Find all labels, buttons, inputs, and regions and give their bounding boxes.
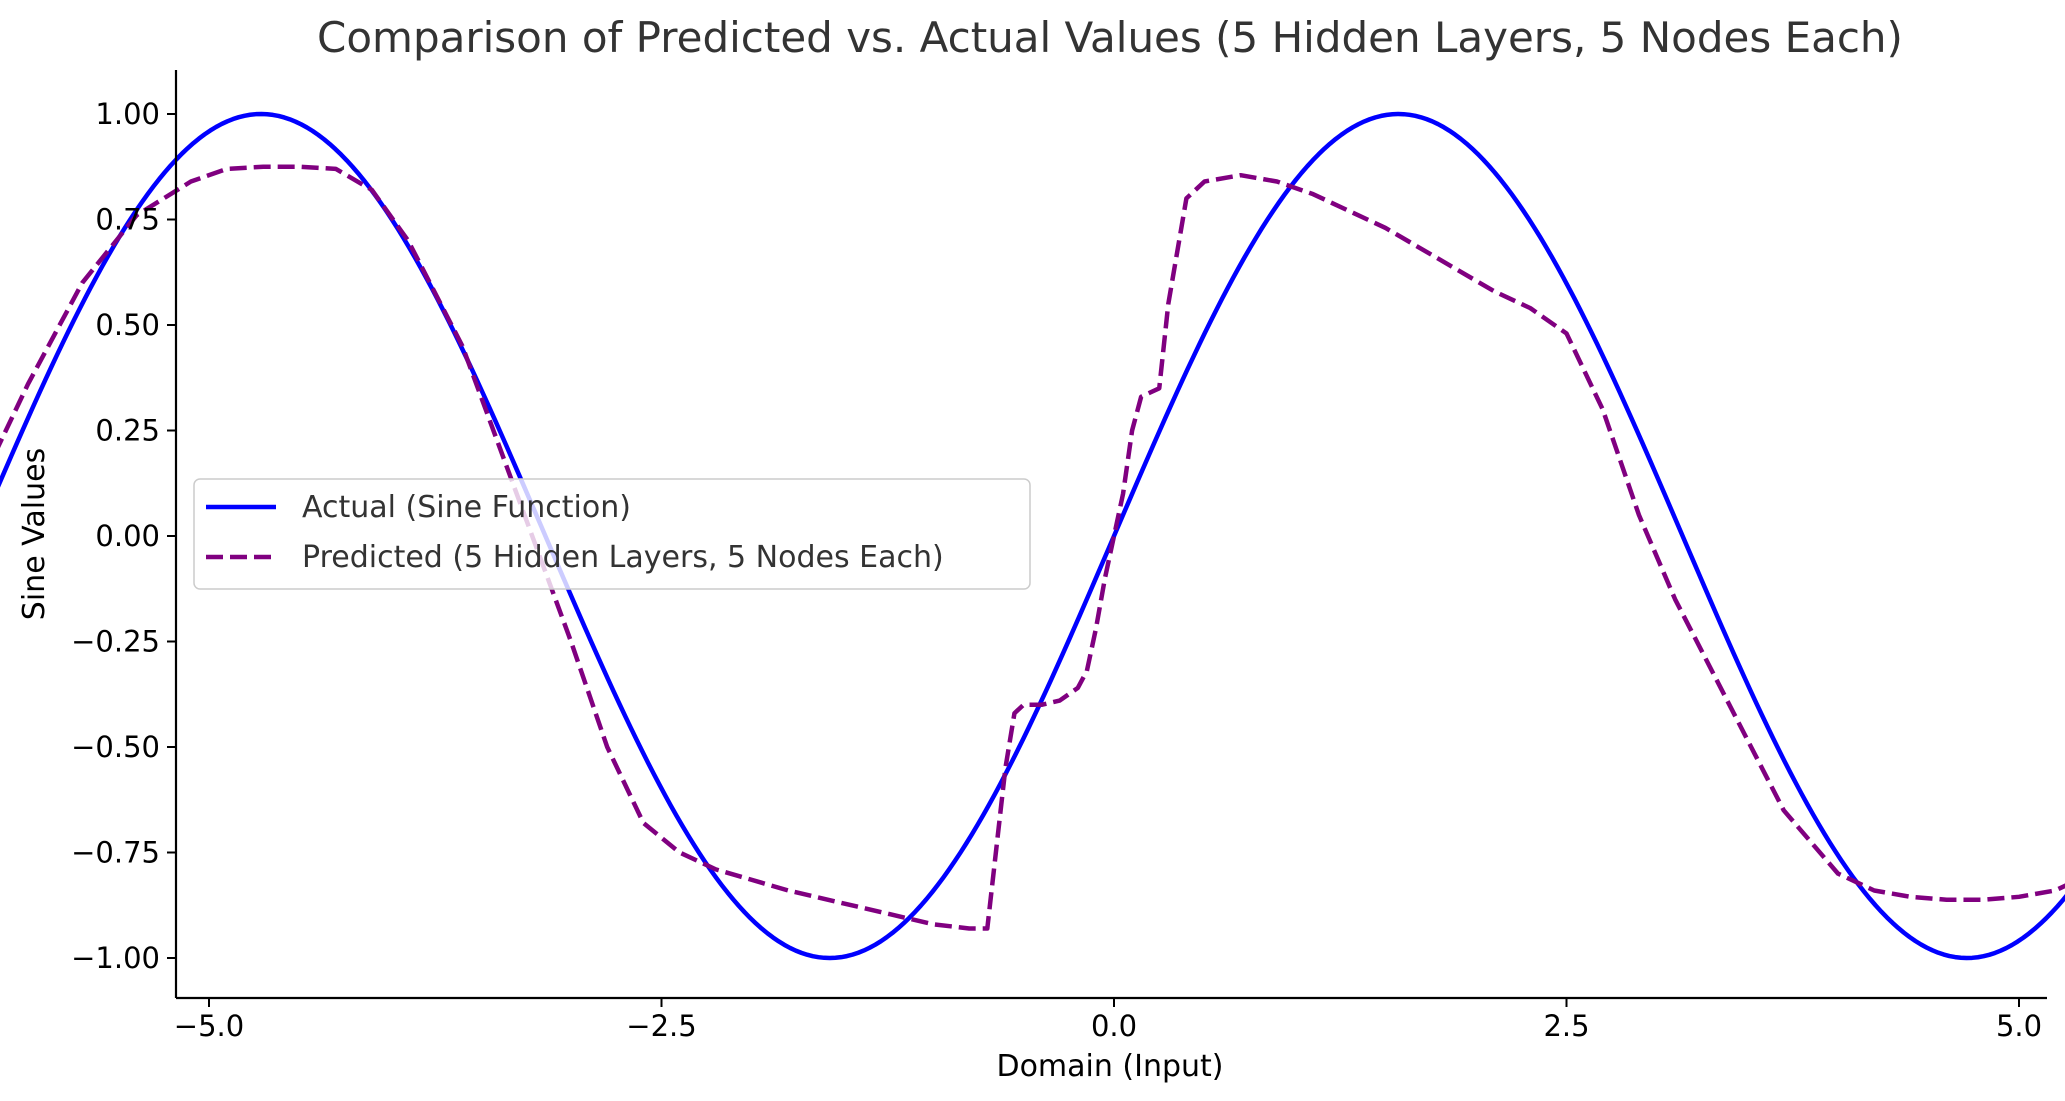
y-axis-label: Sine Values <box>17 448 52 620</box>
y-tick-label: −0.25 <box>71 625 160 659</box>
y-tick-label: 0.50 <box>95 308 160 342</box>
x-tick-label: 5.0 <box>1996 1009 2042 1043</box>
y-tick-label: 0.00 <box>95 519 160 553</box>
series-line-actual <box>0 111 2065 961</box>
legend-frame <box>193 478 1031 590</box>
x-axis-label: Domain (Input) <box>996 1049 1223 1084</box>
x-tick-label: −2.5 <box>626 1009 696 1043</box>
y-ticks: −1.00 −0.75 −0.50 −0.25 0.00 0.25 0.50 0.75 1.00 <box>71 97 176 975</box>
y-tick-label: −0.50 <box>71 730 160 764</box>
y-tick-label: 0.25 <box>95 414 160 448</box>
y-tick-label: 1.00 <box>95 97 160 131</box>
legend: Actual (Sine Function) Predicted (5 Hidd… <box>193 478 1031 590</box>
x-tick-label: 2.5 <box>1543 1009 1589 1043</box>
y-tick-label: −0.75 <box>71 836 160 870</box>
y-tick-label: −1.00 <box>71 941 160 975</box>
chart-title: Comparison of Predicted vs. Actual Value… <box>317 13 1903 62</box>
y-tick-label: 0.75 <box>95 203 160 237</box>
plot-area: −10.0−7.5−5.0−2.50.02.55.07.510.0 −1.00−… <box>0 70 2065 1043</box>
legend-label-actual: Actual (Sine Function) <box>302 490 631 525</box>
x-ticks: −10.0−7.5−5.0−2.50.02.55.07.510.0 <box>174 998 2042 1043</box>
x-tick-label: −5.0 <box>174 1009 244 1043</box>
x-tick-label: 0.0 <box>1091 1009 1137 1043</box>
series-line-predicted <box>0 164 2065 931</box>
legend-label-predicted: Predicted (5 Hidden Layers, 5 Nodes Each… <box>302 540 944 575</box>
series-group <box>0 111 2065 961</box>
